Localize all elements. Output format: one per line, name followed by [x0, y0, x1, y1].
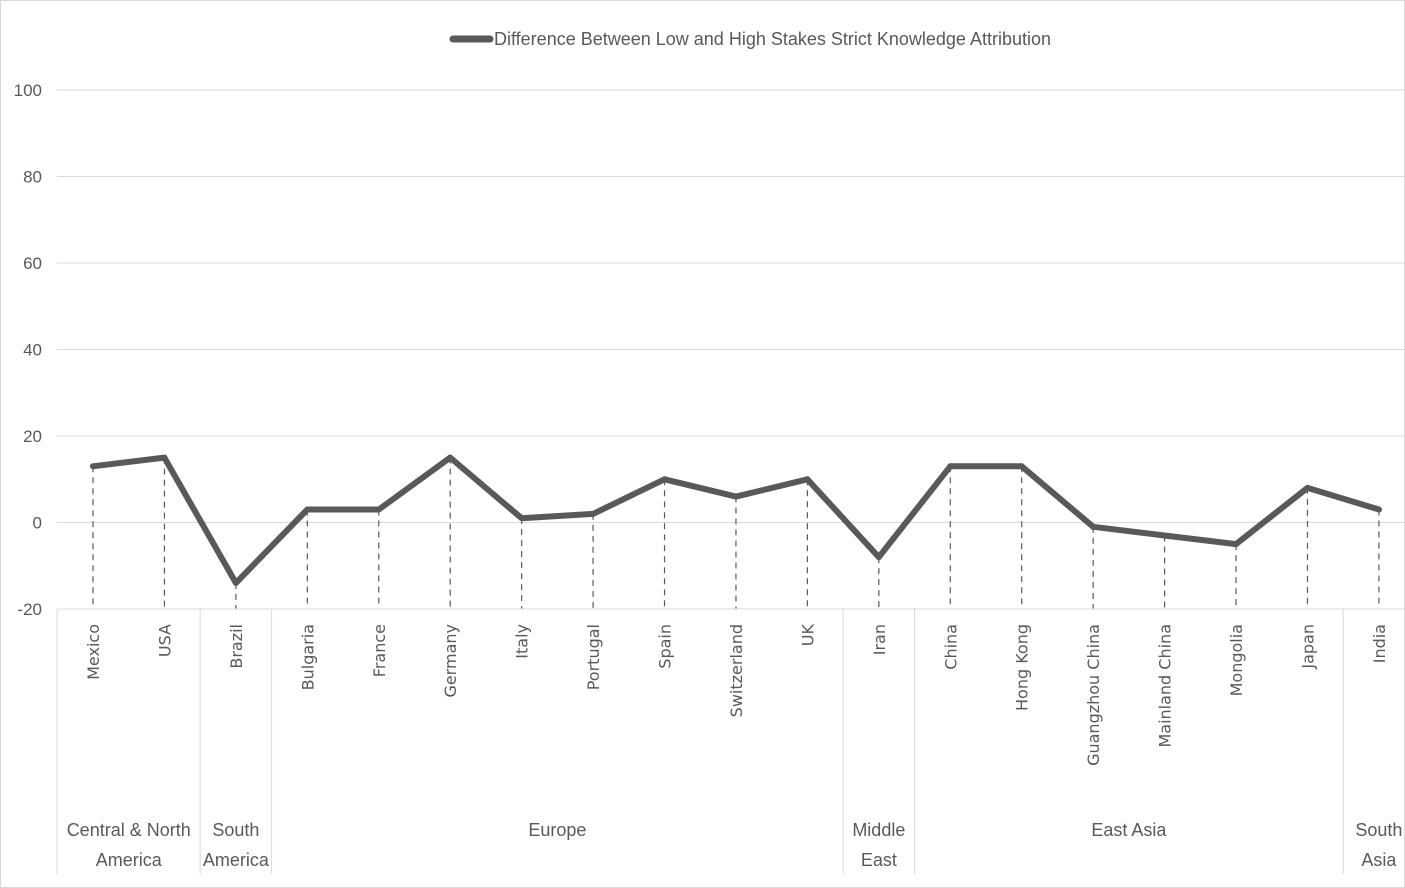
x-category-label: Japan — [1298, 624, 1317, 670]
data-point — [304, 506, 311, 513]
data-point — [875, 554, 882, 561]
x-category-label: Mainland China — [1156, 624, 1175, 748]
x-category-label: Germany — [441, 624, 460, 698]
data-point — [661, 476, 668, 483]
group-label: South — [1355, 820, 1402, 840]
group-label: East — [861, 850, 897, 870]
x-category-label: Hong Kong — [1013, 624, 1032, 711]
data-point — [161, 454, 168, 461]
group-label: South — [212, 820, 259, 840]
group-label: America — [203, 850, 270, 870]
data-point — [518, 515, 525, 522]
data-point — [375, 506, 382, 513]
x-category-label: UK — [798, 623, 817, 646]
x-category-label: Switzerland — [727, 624, 746, 717]
y-tick-label: 20 — [23, 427, 42, 446]
x-category-label: Italy — [513, 624, 532, 659]
data-point — [947, 463, 954, 470]
x-category-label: Mexico — [84, 624, 103, 680]
legend: Difference Between Low and High Stakes S… — [449, 29, 1051, 49]
x-category-label: Iran — [870, 624, 889, 655]
x-category-label: Spain — [656, 624, 675, 669]
data-point — [1090, 523, 1097, 530]
x-category-label: Brazil — [227, 624, 246, 669]
x-category-label: India — [1370, 624, 1389, 663]
y-tick-label: 60 — [23, 254, 42, 273]
data-point — [1304, 484, 1311, 491]
group-label: Asia — [1361, 850, 1397, 870]
y-tick-label: 100 — [14, 81, 42, 100]
group-label: East Asia — [1091, 820, 1167, 840]
data-point — [1233, 541, 1240, 548]
x-category-label: Portugal — [584, 624, 603, 690]
y-tick-label: 80 — [23, 168, 42, 187]
x-category-label: Bulgaria — [298, 624, 317, 690]
group-label: Central & North — [67, 820, 191, 840]
x-category-label: China — [941, 624, 960, 670]
data-point — [590, 510, 597, 517]
x-category-label: USA — [155, 624, 174, 657]
data-point — [1018, 463, 1025, 470]
x-category-label: Mongolia — [1227, 624, 1246, 696]
group-label: Europe — [528, 820, 586, 840]
group-label: America — [96, 850, 163, 870]
data-point — [232, 580, 239, 587]
group-label: Middle — [852, 820, 905, 840]
legend-label: Difference Between Low and High Stakes S… — [494, 29, 1051, 49]
x-category-label: France — [370, 624, 389, 677]
data-point — [804, 476, 811, 483]
data-point — [732, 493, 739, 500]
y-tick-label: 0 — [33, 514, 42, 533]
data-point — [90, 463, 96, 470]
data-point — [1161, 532, 1168, 539]
data-point — [447, 454, 454, 461]
data-point — [1375, 506, 1382, 513]
x-category-label: Guangzhou China — [1084, 624, 1103, 766]
y-tick-label: 40 — [23, 341, 42, 360]
y-tick-label: -20 — [17, 600, 42, 619]
